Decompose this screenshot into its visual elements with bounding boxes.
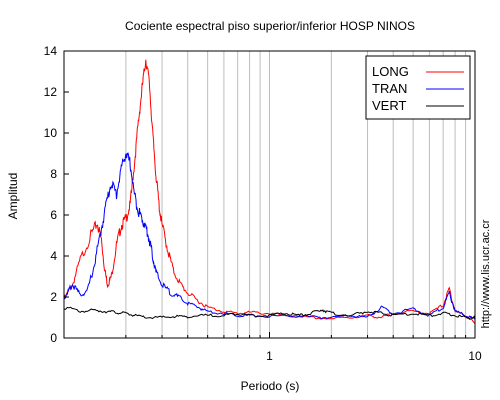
x-tick-label: 10 xyxy=(468,349,482,363)
credit-url: http://www.lis.ucr.ac.cr xyxy=(480,219,492,328)
x-axis-label: Periodo (s) xyxy=(241,379,300,393)
legend-box xyxy=(365,55,471,120)
y-tick-label: 2 xyxy=(50,290,57,304)
x-axis-ticks: 1 10 xyxy=(63,332,482,363)
x-tick-label: 1 xyxy=(266,349,273,363)
y-axis-label: Amplitud xyxy=(6,173,20,220)
chart-title: Cociente espectral piso superior/inferio… xyxy=(125,19,415,33)
y-tick-label: 10 xyxy=(44,126,58,140)
y-tick-label: 4 xyxy=(50,249,57,263)
legend-label-tran: TRAN xyxy=(372,81,407,96)
y-tick-label: 12 xyxy=(44,85,58,99)
legend: LONG TRAN VERT xyxy=(365,55,471,120)
legend-label-vert: VERT xyxy=(372,98,406,113)
series-lines xyxy=(63,59,476,324)
series-line-vert xyxy=(63,306,476,320)
legend-label-long: LONG xyxy=(372,64,409,79)
y-tick-label: 0 xyxy=(50,331,57,345)
y-tick-label: 6 xyxy=(50,208,57,222)
series-line-long xyxy=(63,59,476,324)
y-tick-label: 8 xyxy=(50,167,57,181)
series-line-tran xyxy=(63,151,476,320)
y-tick-label: 14 xyxy=(44,44,58,58)
y-axis-ticks: 0 2 4 6 8 10 12 14 xyxy=(44,44,69,345)
